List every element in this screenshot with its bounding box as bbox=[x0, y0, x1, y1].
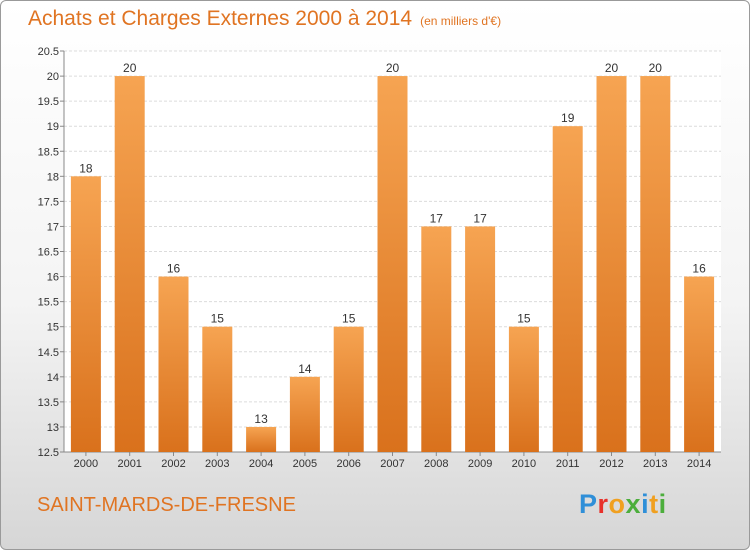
chart-title: Achats et Charges Externes 2000 à 2014 bbox=[28, 7, 413, 30]
chart-unit: (en milliers d'€) bbox=[420, 14, 502, 28]
x-tick-label: 2003 bbox=[205, 458, 229, 470]
y-tick-label: 14 bbox=[47, 372, 59, 384]
bar bbox=[684, 276, 715, 452]
y-tick-label: 13.5 bbox=[38, 397, 59, 409]
data-label: 19 bbox=[561, 111, 575, 125]
x-tick-label: 2010 bbox=[512, 458, 536, 470]
data-label: 13 bbox=[254, 412, 268, 426]
bar bbox=[596, 76, 627, 452]
y-tick-label: 20 bbox=[47, 71, 59, 83]
data-label: 17 bbox=[473, 211, 487, 225]
y-tick-label: 16.5 bbox=[38, 247, 59, 259]
y-tick-label: 17.5 bbox=[38, 196, 59, 208]
brand-letter: o bbox=[608, 489, 626, 519]
y-tick-label: 19.5 bbox=[38, 96, 59, 108]
bar bbox=[640, 76, 671, 452]
bar bbox=[158, 276, 189, 452]
y-tick-label: 15.5 bbox=[38, 297, 59, 309]
data-label: 15 bbox=[342, 312, 356, 326]
data-label: 16 bbox=[167, 262, 181, 276]
bar bbox=[465, 226, 496, 452]
bar bbox=[552, 126, 583, 452]
brand-letter: x bbox=[625, 489, 642, 519]
x-tick-label: 2011 bbox=[556, 458, 580, 470]
bar bbox=[289, 376, 320, 452]
data-label: 15 bbox=[211, 312, 225, 326]
data-label: 17 bbox=[430, 211, 444, 225]
y-tick-label: 17 bbox=[47, 221, 59, 233]
y-tick-label: 18 bbox=[47, 171, 59, 183]
x-tick-label: 2007 bbox=[380, 458, 404, 470]
x-tick-label: 2014 bbox=[687, 458, 711, 470]
data-label: 20 bbox=[649, 61, 663, 75]
data-label: 20 bbox=[123, 61, 137, 75]
data-label: 20 bbox=[605, 61, 619, 75]
bar bbox=[333, 326, 364, 452]
bar bbox=[70, 176, 101, 452]
x-tick-label: 2008 bbox=[424, 458, 448, 470]
data-label: 15 bbox=[517, 312, 531, 326]
brand-letter: i bbox=[641, 489, 650, 519]
bar bbox=[508, 326, 539, 452]
bar bbox=[377, 76, 408, 452]
commune-name: SAINT-MARDS-DE-FRESNE bbox=[37, 494, 296, 516]
bar bbox=[202, 326, 233, 452]
y-tick-label: 12.5 bbox=[38, 447, 59, 459]
x-tick-label: 2006 bbox=[336, 458, 360, 470]
brand-letter: t bbox=[649, 489, 659, 519]
x-tick-label: 2009 bbox=[468, 458, 492, 470]
y-tick-label: 15 bbox=[47, 322, 59, 334]
x-tick-label: 2002 bbox=[161, 458, 185, 470]
x-tick-label: 2000 bbox=[74, 458, 98, 470]
x-tick-label: 2013 bbox=[643, 458, 667, 470]
data-label: 18 bbox=[79, 161, 93, 175]
y-tick-label: 20.5 bbox=[38, 46, 59, 58]
y-tick-label: 18.5 bbox=[38, 146, 59, 158]
bar bbox=[421, 226, 452, 452]
bar bbox=[114, 76, 145, 452]
brand-letter: i bbox=[658, 489, 667, 519]
bar bbox=[246, 426, 277, 452]
y-tick-label: 16 bbox=[47, 272, 59, 284]
data-label: 20 bbox=[386, 61, 400, 75]
y-tick-label: 19 bbox=[47, 121, 59, 133]
y-tick-label: 14.5 bbox=[38, 347, 59, 359]
x-tick-label: 2012 bbox=[599, 458, 623, 470]
data-label: 16 bbox=[692, 262, 706, 276]
title-row: Achats et Charges Externes 2000 à 2014 (e… bbox=[28, 7, 501, 31]
x-tick-label: 2005 bbox=[293, 458, 317, 470]
brand-logo: Proxiti bbox=[579, 489, 667, 520]
brand-letter: r bbox=[597, 489, 609, 519]
y-tick-label: 13 bbox=[47, 422, 59, 434]
brand-letter: P bbox=[579, 489, 598, 519]
data-label: 14 bbox=[298, 362, 312, 376]
x-tick-label: 2001 bbox=[117, 458, 141, 470]
x-tick-label: 2004 bbox=[249, 458, 273, 470]
